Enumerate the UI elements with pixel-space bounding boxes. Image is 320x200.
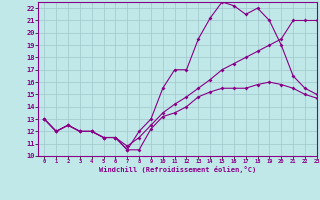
X-axis label: Windchill (Refroidissement éolien,°C): Windchill (Refroidissement éolien,°C) (99, 166, 256, 173)
